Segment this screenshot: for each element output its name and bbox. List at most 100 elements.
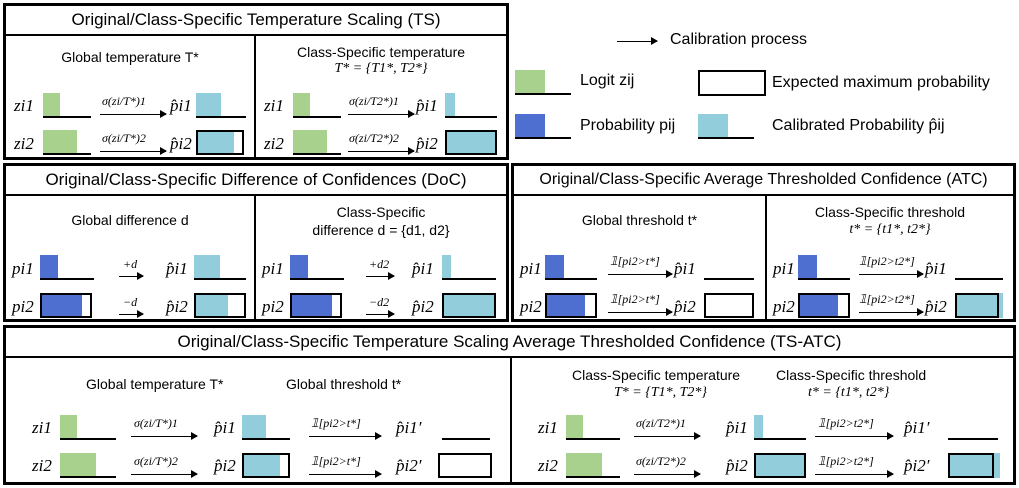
tsatc-g-expected2: [242, 453, 290, 478]
ts-g-p2: p̂i2: [170, 134, 192, 153]
doc-c-arrow1: [366, 272, 395, 280]
tsatc-g-logit1: [60, 415, 77, 439]
atc-global: Global threshold t* pi1 𝟙[pi2>t*] p̂i1 p…: [514, 196, 767, 319]
atc-c-p1: pi1: [773, 259, 795, 278]
atc-panel: Original/Class-Specific Average Threshol…: [511, 163, 1016, 322]
tsatc-g-temp-header: Global temperature T*: [86, 376, 224, 392]
atc-class-header-1: Class-Specific threshold: [814, 204, 966, 220]
legend-expected: Expected maximum probability: [772, 74, 990, 91]
ts-g-arrow2: [100, 147, 167, 155]
atc-c-op2: 𝟙[pi2>t2*]: [859, 292, 915, 306]
tsatc-g-op2: σ(zi/T*)2: [134, 454, 178, 468]
doc-c-p2: pi2: [262, 297, 284, 316]
ts-c-op1: σ(zi/T2*)1: [349, 94, 399, 108]
atc-c-ph1: p̂i1: [925, 259, 947, 278]
atc-g-prob2: [545, 293, 585, 317]
tsatc-c-temp-header-2: T* = {T1*, T2*}: [614, 385, 708, 400]
atc-g-op1: 𝟙[pi2>t*]: [610, 254, 660, 268]
tsatc-g-op1: σ(zi/T*)1: [134, 416, 178, 430]
atc-g-expected2: [545, 293, 597, 318]
atc-g-base1: [545, 278, 597, 280]
tsatc-c-tarrow2: [815, 470, 894, 478]
tsatc-c-logit2: [566, 453, 602, 477]
ts-c-p1: p̂i1: [416, 96, 438, 115]
ts-c-base2: [293, 153, 341, 155]
doc-c-ph2: p̂i2: [412, 297, 434, 316]
atc-c-ph2: p̂i2: [925, 297, 947, 316]
doc-g-op2: −d: [123, 295, 138, 309]
tsatc-g-arrow2: [131, 470, 198, 478]
legend-logit: Logit zij: [580, 72, 635, 89]
ts-c-z2: zi2: [264, 134, 284, 153]
legend-logit-swatch: [515, 70, 545, 94]
tsatc-g-pp1: p̂i1′: [396, 418, 422, 437]
atc-c-base1: [798, 278, 850, 280]
doc-g-cexpected2: [194, 293, 246, 318]
doc-c-p1: pi1: [262, 259, 284, 278]
tsatc-c-ppbase1: [948, 438, 998, 440]
ts-g-logit1: [43, 93, 60, 117]
tsatc-c-thr-header-1: Class-Specific threshold: [776, 367, 927, 383]
atc-g-p1: pi1: [520, 259, 542, 278]
doc-c-cbase1: [442, 278, 496, 280]
ts-g-p1: p̂i1: [170, 96, 192, 115]
doc-g-p2: pi2: [12, 297, 34, 316]
doc-c-cal2: [442, 293, 496, 318]
ts-c-op2: σ(zi/T2*)2: [349, 131, 399, 145]
tsatc-c-tarrow1: [815, 432, 894, 440]
doc-global-header: Global difference d: [71, 212, 189, 228]
tsatc-g-ppexpected2: [438, 453, 492, 478]
tsatc-c-thr-header-2: t* = {t1*, t2*}: [808, 385, 890, 400]
ts-global: Global temperature T* zi1 σ(zi/T*)1 p̂i1…: [6, 36, 256, 157]
tsatc-c-arrow2: [634, 470, 701, 478]
tsatc-c-temp-header-1: Class-Specific temperature: [572, 367, 741, 383]
tsatc-c-expected2: [754, 453, 806, 478]
atc-c-op1: 𝟙[pi2>t2*]: [859, 254, 915, 268]
ts-c-cal1: [445, 93, 455, 117]
doc-g-arrow1: [119, 272, 144, 280]
legend-expected-swatch: [698, 70, 766, 96]
tsatc-g-base1: [60, 438, 116, 440]
doc-g-prob2: [40, 293, 82, 317]
tsatc-c-p1: p̂i1: [726, 418, 748, 437]
doc-c-expected2: [290, 293, 342, 318]
atc-class: Class-Specific threshold t* = {t1*, t2*}…: [767, 196, 1013, 319]
atc-c-cbase1: [955, 278, 1003, 280]
doc-panel: Original/Class-Specific Difference of Co…: [3, 163, 509, 322]
tsatc-g-ppbase1: [442, 438, 490, 440]
ts-c-arrow2: [348, 147, 415, 155]
tsatc-g-tarrow2: [309, 470, 382, 478]
tsatc-g-throp1: 𝟙[pi2>t*]: [311, 416, 361, 430]
tsatc-g-z2: zi2: [32, 456, 52, 475]
tsatc-c-cal1: [754, 415, 763, 439]
doc-c-cal1: [442, 255, 451, 279]
atc-c-cal2: [955, 293, 1003, 318]
atc-g-cbase1: [704, 278, 754, 280]
ts-class-header-1: Class-Specific temperature: [296, 44, 466, 60]
atc-c-prob2: [798, 293, 838, 317]
legend-prob-base: [515, 137, 571, 139]
doc-g-expected2: [40, 293, 92, 318]
tsatc-c-base2: [566, 476, 620, 478]
ts-class-header-2: T* = {T1*, T2*}: [334, 61, 428, 76]
atc-c-cexpected2: [955, 293, 999, 318]
tsatc-c-pp1: p̂i1′: [904, 418, 930, 437]
tsatc-g-cal1: [242, 415, 266, 439]
atc-c-arrow1: [859, 270, 924, 278]
atc-c-p2: pi2: [773, 297, 795, 316]
atc-c-prob1: [798, 255, 817, 279]
doc-g-prob1: [40, 255, 58, 279]
doc-global: Global difference d pi1 +d p̂i1 pi2 −d p…: [6, 196, 256, 319]
atc-g-arrow2: [608, 308, 673, 316]
tsatc-c-throp2: 𝟙[pi2>t2*]: [818, 454, 874, 468]
tsatc-g-arrow1: [131, 432, 198, 440]
ts-g-expected2: [196, 130, 244, 155]
doc-g-cal2: [194, 293, 228, 317]
tsatc-g-pp2: p̂i2′: [396, 456, 422, 475]
tsatc-g-cbase1: [242, 438, 290, 440]
tsatc-c-z2: zi2: [538, 456, 558, 475]
ts-g-z2: zi2: [14, 134, 34, 153]
doc-g-cal1: [194, 255, 220, 279]
tsatc-class: Class-Specific temperature T* = {T1*, T2…: [512, 358, 1013, 482]
doc-c-ph1: p̂i1: [412, 259, 434, 278]
